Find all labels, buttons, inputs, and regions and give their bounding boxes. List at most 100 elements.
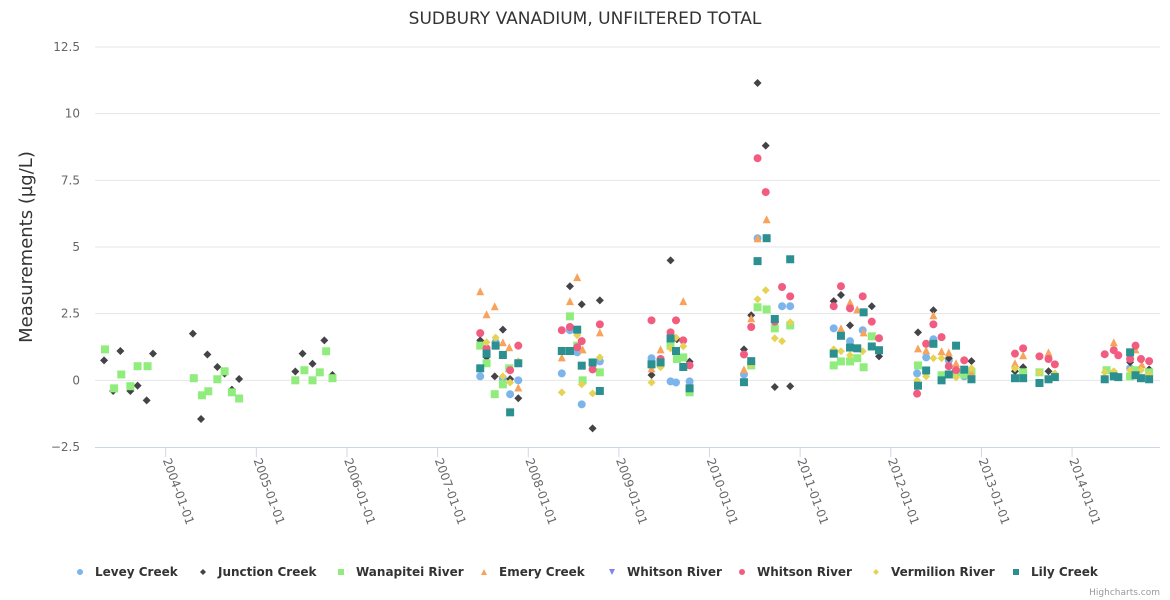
data-point xyxy=(913,369,922,378)
data-point xyxy=(836,331,845,340)
data-point xyxy=(875,352,884,361)
data-point xyxy=(867,332,876,341)
legend-item[interactable]: Whitson River xyxy=(609,565,722,579)
data-point xyxy=(498,380,507,389)
data-point xyxy=(685,361,694,370)
data-point xyxy=(753,154,762,163)
legend-item[interactable]: Emery Creek xyxy=(481,565,586,579)
data-point xyxy=(846,351,855,360)
data-point xyxy=(1137,360,1146,369)
data-point xyxy=(577,361,586,370)
circle-icon xyxy=(77,569,83,575)
data-point xyxy=(786,302,795,311)
data-point xyxy=(291,376,300,385)
data-point xyxy=(778,337,787,346)
data-point xyxy=(143,362,152,371)
data-point xyxy=(762,215,771,224)
legend-item[interactable]: Vermilion River xyxy=(873,565,995,579)
data-point xyxy=(126,382,135,391)
data-point xyxy=(853,354,862,363)
data-point xyxy=(100,345,109,354)
data-point xyxy=(786,382,795,391)
data-point xyxy=(1050,360,1059,369)
legend-label: Emery Creek xyxy=(499,565,586,579)
data-point xyxy=(482,349,491,358)
legend-label: Whitson River xyxy=(627,565,722,579)
data-point xyxy=(1114,351,1123,360)
data-point xyxy=(197,391,206,400)
data-point xyxy=(761,188,770,197)
data-point xyxy=(913,344,922,353)
data-point xyxy=(235,375,244,383)
data-point xyxy=(836,324,845,333)
data-point xyxy=(1136,355,1145,363)
data-point xyxy=(846,321,855,330)
data-point xyxy=(786,255,795,264)
data-point xyxy=(672,355,681,363)
data-point xyxy=(1019,351,1028,360)
data-point xyxy=(937,371,946,380)
data-point xyxy=(142,396,151,405)
data-point xyxy=(836,291,845,299)
data-point xyxy=(679,342,688,351)
data-point xyxy=(203,350,212,359)
data-point xyxy=(778,302,787,311)
data-point xyxy=(944,362,953,371)
data-point xyxy=(846,337,855,346)
data-point xyxy=(853,305,862,314)
y-tick-label: 2.5 xyxy=(61,307,80,321)
data-point xyxy=(747,357,756,366)
data-point xyxy=(149,349,158,358)
x-tick-label: 2013-01-01 xyxy=(976,456,1013,526)
data-point xyxy=(476,287,485,296)
data-point xyxy=(753,257,762,266)
data-point xyxy=(1145,375,1154,384)
data-point xyxy=(557,353,566,362)
legend-item[interactable]: Lily Creek xyxy=(1013,565,1099,579)
data-point xyxy=(679,336,688,345)
data-point xyxy=(967,364,976,373)
data-point xyxy=(235,394,244,403)
data-point xyxy=(679,363,688,371)
data-point xyxy=(1131,371,1140,380)
data-point xyxy=(557,388,566,397)
data-point xyxy=(578,345,587,354)
data-point xyxy=(858,292,867,301)
data-point xyxy=(656,345,665,354)
legend-item[interactable]: Whitson River xyxy=(739,565,852,579)
legend-item[interactable]: Levey Creek xyxy=(77,565,179,579)
data-point xyxy=(929,306,938,315)
data-point xyxy=(846,357,855,366)
x-tick-label: 2011-01-01 xyxy=(794,456,831,526)
highcharts-credit[interactable]: Highcharts.com xyxy=(1089,588,1160,598)
data-point xyxy=(960,365,969,374)
y-tick-label: −2.5 xyxy=(51,440,80,454)
data-point xyxy=(1019,368,1028,377)
x-tick-label: 2014-01-01 xyxy=(1066,456,1103,526)
data-point xyxy=(133,381,142,390)
legend-item[interactable]: Junction Creek xyxy=(200,565,317,579)
data-point xyxy=(875,346,884,355)
data-point xyxy=(952,341,961,350)
legend-item[interactable]: Wanapitei River xyxy=(338,565,464,579)
data-point xyxy=(595,296,604,305)
data-point xyxy=(761,141,770,150)
data-point xyxy=(739,365,748,374)
data-point xyxy=(753,234,762,243)
data-point xyxy=(491,341,500,350)
data-point xyxy=(565,282,574,291)
data-point xyxy=(320,336,329,345)
x-tick-label: 2005-01-01 xyxy=(251,456,288,526)
data-point xyxy=(952,366,961,375)
data-point xyxy=(565,297,574,306)
data-point xyxy=(1010,359,1019,368)
data-point xyxy=(747,323,756,331)
data-point xyxy=(944,370,953,379)
data-point xyxy=(922,339,931,348)
data-point xyxy=(588,358,597,367)
data-point xyxy=(506,408,515,417)
data-point xyxy=(666,328,675,337)
data-point xyxy=(829,302,838,311)
data-point xyxy=(308,376,317,385)
data-point xyxy=(490,372,499,381)
